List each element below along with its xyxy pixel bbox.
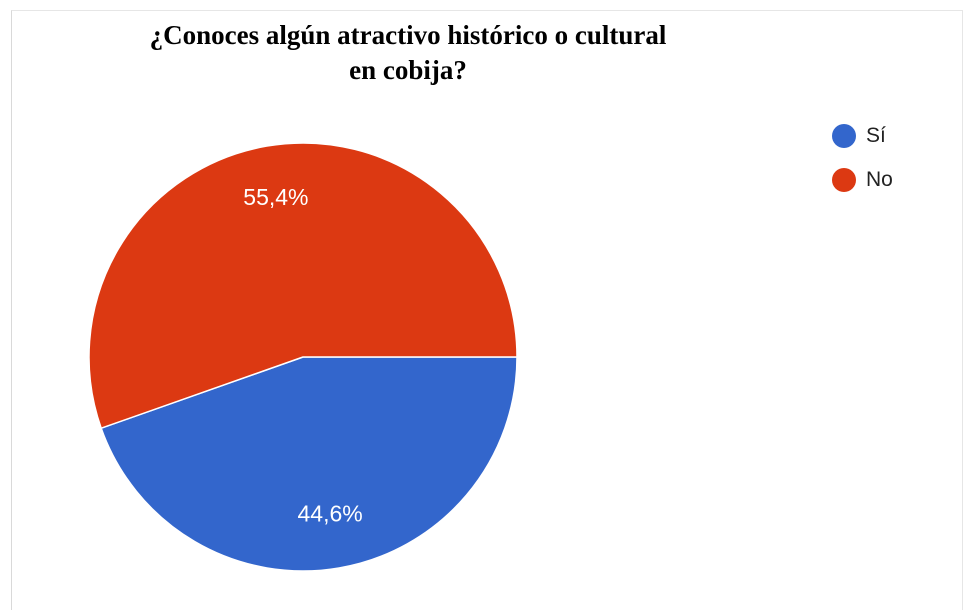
legend-swatch-si	[832, 124, 856, 148]
chart-title: ¿Conoces algún atractivo histórico o cul…	[78, 18, 738, 88]
legend-item-si[interactable]: Sí	[832, 124, 893, 148]
slice-label-si: 44,6%	[297, 500, 362, 526]
pie-slice-no[interactable]	[88, 142, 518, 430]
pie-slice-si[interactable]	[100, 356, 518, 572]
chart-title-line-2: en cobija?	[349, 55, 467, 85]
chart-legend: Sí No	[832, 124, 893, 212]
legend-label-no: No	[866, 168, 893, 191]
slice-label-no: 55,4%	[243, 184, 308, 210]
chart-title-line-1: ¿Conoces algún atractivo histórico o cul…	[149, 20, 667, 50]
pie-chart: 44,6% 55,4%	[88, 142, 518, 572]
legend-label-si: Sí	[866, 124, 886, 147]
chart-frame	[11, 10, 963, 610]
legend-item-no[interactable]: No	[832, 168, 893, 192]
legend-swatch-no	[832, 168, 856, 192]
